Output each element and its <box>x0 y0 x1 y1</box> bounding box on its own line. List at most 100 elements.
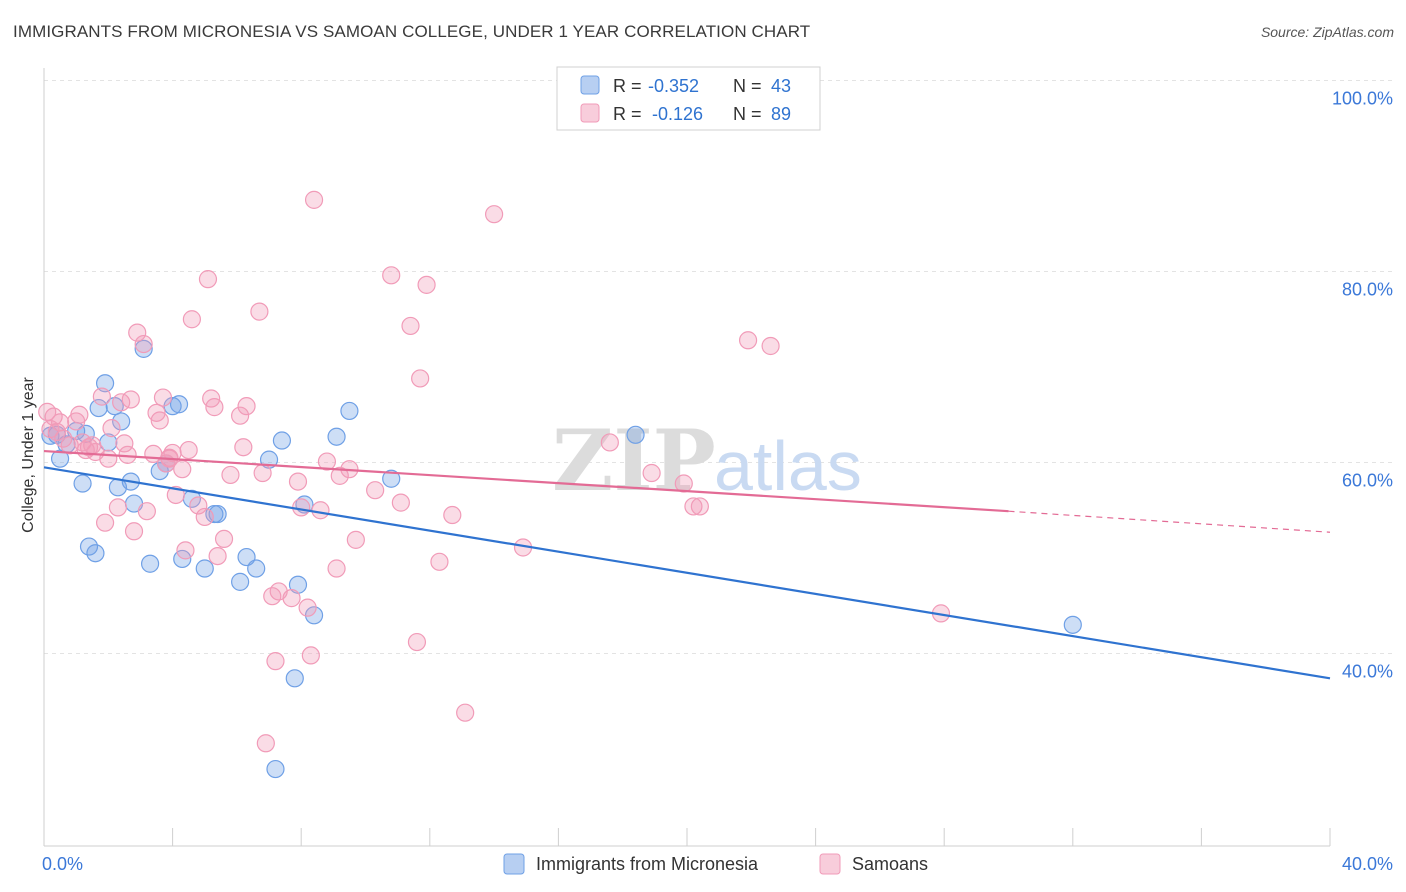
point-samoans <box>205 398 224 417</box>
source-note: Source: ZipAtlas.com <box>1260 24 1394 40</box>
point-samoans <box>221 465 240 485</box>
watermark-zip: ZIP <box>552 411 716 510</box>
point-micronesia <box>626 425 645 444</box>
point-micronesia <box>150 461 169 481</box>
tick-labels: 40.0% 60.0% 80.0% 100.0% 0.0% 40.0% <box>42 89 1393 875</box>
y-tick-label: 100.0% <box>1332 89 1393 109</box>
trend-line-samoans <box>43 449 1009 513</box>
point-samoans <box>674 474 693 493</box>
point-samoans <box>330 466 349 485</box>
point-samoans <box>391 493 410 512</box>
point-samoans <box>70 405 89 424</box>
trend-line-micronesia <box>43 466 1331 680</box>
trend-line-samoans-extension <box>1008 510 1331 533</box>
stats-n-value-2: 89 <box>771 104 791 124</box>
point-micronesia <box>1063 615 1082 634</box>
stats-r-value-1: -0.352 <box>648 76 699 96</box>
point-samoans <box>456 703 475 722</box>
legend-label-micronesia: Immigrants from Micronesia <box>536 854 759 874</box>
point-samoans <box>179 440 198 460</box>
point-samoans <box>234 438 253 457</box>
point-micronesia <box>266 759 285 779</box>
point-samoans <box>600 433 619 452</box>
watermark-atlas: atlas <box>714 427 862 505</box>
point-samoans <box>401 316 420 336</box>
y-axis-label: College, Under 1 year <box>20 377 37 533</box>
x-tick-label: 40.0% <box>1342 854 1393 874</box>
point-samoans <box>288 472 308 491</box>
y-tick-label: 80.0% <box>1342 280 1393 300</box>
legend-swatch-samoans <box>819 853 841 875</box>
point-micronesia <box>73 474 92 493</box>
point-samoans <box>137 502 156 521</box>
point-micronesia <box>89 398 108 418</box>
stats-legend: R = -0.352 N = 43 R = -0.126 N = 89 <box>556 66 821 131</box>
point-samoans <box>231 406 250 425</box>
point-micronesia <box>304 606 324 625</box>
point-samoans <box>684 497 703 516</box>
point-samoans <box>176 541 195 560</box>
point-samoans <box>108 498 128 517</box>
point-samoans <box>253 463 272 483</box>
point-samoans <box>50 413 70 432</box>
point-micronesia <box>327 427 346 446</box>
point-samoans <box>256 734 275 753</box>
point-samoans <box>366 481 385 500</box>
point-samoans <box>301 646 320 665</box>
watermark: ZIP atlas <box>552 411 862 510</box>
point-samoans <box>115 434 134 453</box>
point-samoans <box>761 336 780 356</box>
point-micronesia <box>169 395 189 414</box>
stats-swatch-micronesia <box>580 75 600 95</box>
point-samoans <box>134 334 153 354</box>
grid-lines <box>44 80 1394 654</box>
point-micronesia <box>195 559 214 578</box>
point-samoans <box>298 598 317 617</box>
y-tick-label: 60.0% <box>1342 471 1393 491</box>
point-samoans <box>485 205 504 224</box>
point-micronesia <box>382 469 401 488</box>
point-samoans <box>41 419 60 439</box>
trend-lines <box>43 449 1331 680</box>
point-micronesia <box>340 401 359 421</box>
point-samoans <box>237 397 256 416</box>
point-micronesia <box>247 559 266 578</box>
bottom-legend: Immigrants from Micronesia Samoans <box>503 853 928 875</box>
legend-label-samoans: Samoans <box>852 854 928 874</box>
point-samoans <box>182 310 201 329</box>
stats-n-label-2: N = <box>733 104 762 124</box>
point-samoans <box>76 440 95 460</box>
chart-title: IMMIGRANTS FROM MICRONESIA VS SAMOAN COL… <box>13 22 811 41</box>
point-samoans <box>124 522 144 541</box>
point-samoans <box>95 513 115 532</box>
point-samoans <box>417 275 436 294</box>
legend-swatch-micronesia <box>503 853 525 875</box>
point-samoans <box>214 529 234 549</box>
y-tick-label: 40.0% <box>1342 662 1393 682</box>
stats-n-value-1: 43 <box>771 76 791 96</box>
point-samoans <box>311 501 330 520</box>
point-micronesia <box>95 374 115 393</box>
point-samoans <box>99 449 118 468</box>
point-micronesia <box>112 412 131 431</box>
stats-r-label-2: R = <box>613 104 642 124</box>
point-samoans <box>282 589 301 608</box>
stats-r-label-1: R = <box>613 76 642 96</box>
point-micronesia <box>272 431 292 450</box>
stats-n-label-1: N = <box>733 76 762 96</box>
point-samoans <box>346 530 365 549</box>
point-samoans <box>690 497 709 516</box>
point-samoans <box>407 632 427 652</box>
point-samoans <box>304 190 324 209</box>
point-samoans <box>411 369 430 388</box>
point-micronesia <box>140 554 160 573</box>
point-samoans <box>382 266 401 285</box>
point-samoans <box>327 559 346 578</box>
point-micronesia <box>231 572 250 591</box>
point-samoans <box>642 463 661 483</box>
point-samoans <box>150 411 169 430</box>
point-micronesia <box>79 537 99 556</box>
point-samoans <box>92 387 111 406</box>
stats-swatch-samoans <box>580 103 600 123</box>
